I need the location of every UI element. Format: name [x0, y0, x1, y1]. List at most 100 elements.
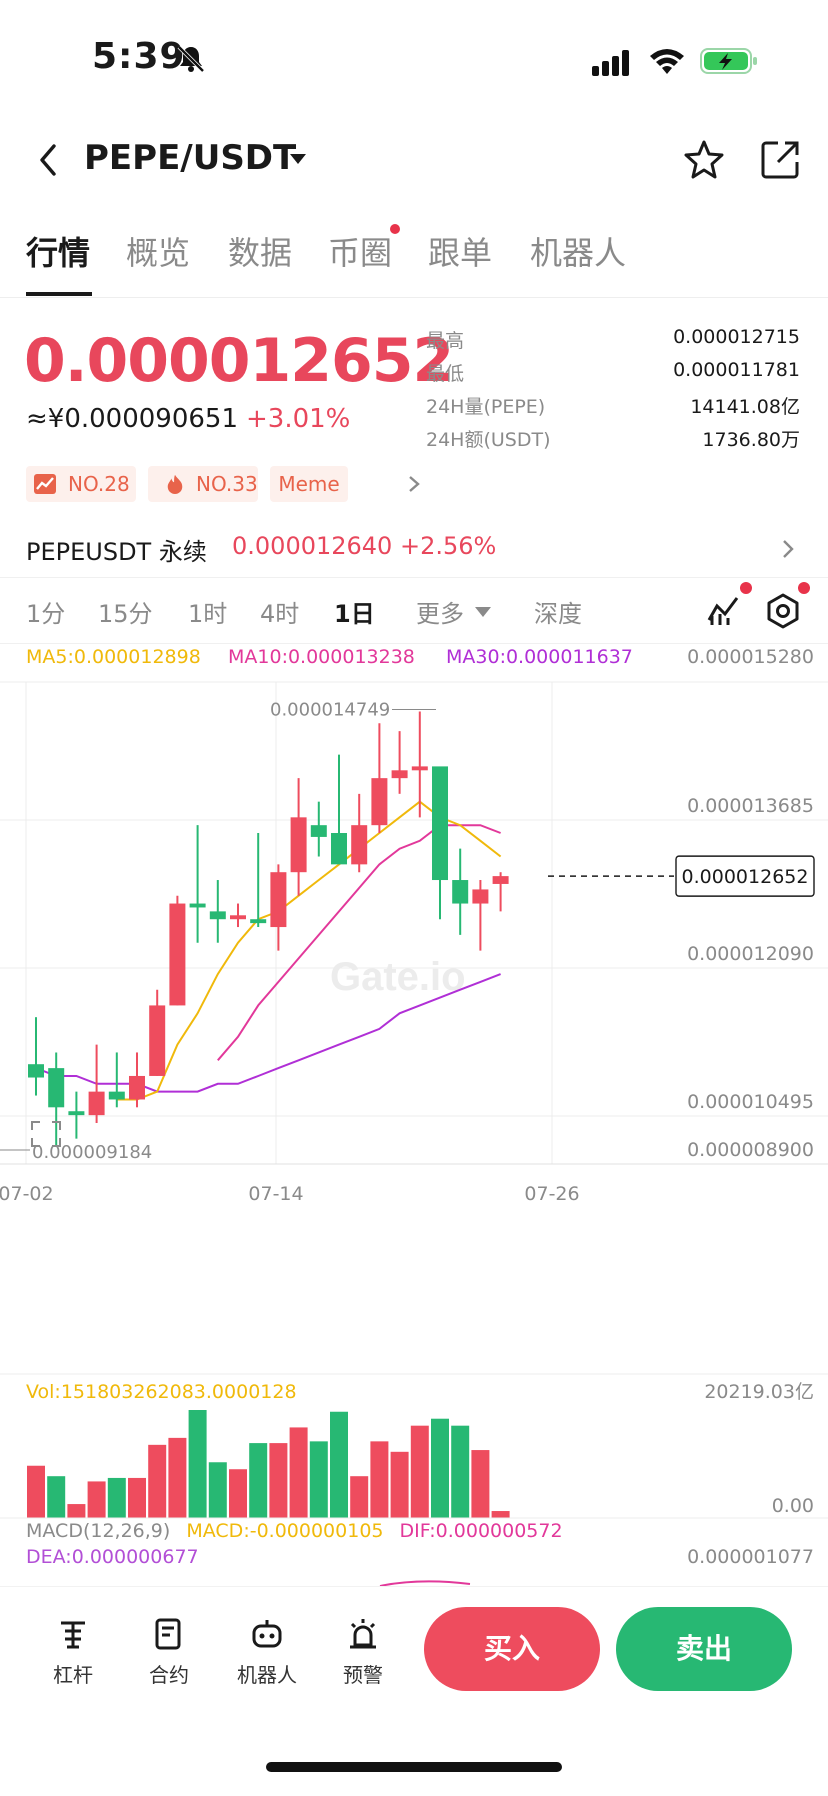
buy-button[interactable]: 买入	[424, 1607, 600, 1691]
stat-volume: 24H量(PEPE) 14141.08亿	[426, 392, 800, 425]
perpetual-row[interactable]: PEPEUSDT 永续 0.000012640 +2.56%	[0, 520, 828, 578]
interval-1m[interactable]: 1分	[26, 600, 66, 628]
indicator-icon[interactable]	[706, 592, 742, 628]
dif-value: DIF:0.000000572	[399, 1520, 563, 1542]
y-tick-label: 0.000013685	[687, 795, 814, 817]
tab-bots[interactable]: 机器人	[530, 234, 627, 272]
candle-body	[371, 778, 388, 826]
ma10-value: MA10:0.000013238	[228, 646, 415, 668]
macd-axis-top: 0.000001077	[687, 1546, 814, 1568]
stat-label: 24H额(USDT)	[426, 429, 551, 451]
rank-badge-hot[interactable]: NO.33	[148, 466, 258, 502]
candle-body	[310, 825, 327, 837]
bottom-action-bar: 杠杆 合约 机器人 预警 买入 卖出	[0, 1586, 828, 1722]
candle-body	[209, 911, 226, 920]
volume-bar	[330, 1411, 348, 1518]
bot-tool[interactable]: 机器人	[232, 1617, 302, 1688]
candle-body	[331, 833, 347, 865]
alert-tool[interactable]: 预警	[328, 1617, 398, 1688]
stat-value: 14141.08亿	[690, 396, 800, 418]
chevron-right-icon[interactable]	[406, 474, 422, 494]
tool-label: 杠杆	[53, 1663, 93, 1687]
candle-body	[189, 903, 206, 908]
y-tick-label: 0.000010495	[687, 1091, 814, 1113]
low-marker-label: 0.000009184	[32, 1142, 152, 1163]
price-cny: ≈¥0.000090651	[26, 404, 239, 434]
dea-value: DEA:0.000000677	[26, 1546, 199, 1568]
volume-bar	[309, 1441, 328, 1518]
volume-bar	[390, 1451, 409, 1518]
candle-body	[230, 915, 246, 920]
bell-muted-icon	[177, 45, 205, 73]
candle-body	[452, 880, 469, 904]
chart-up-icon	[34, 474, 56, 494]
stat-value: 0.000012715	[673, 326, 800, 348]
x-tick-label: 07-14	[248, 1183, 303, 1205]
tab-copy-trading[interactable]: 跟单	[428, 234, 493, 272]
interval-15m[interactable]: 15分	[98, 600, 153, 628]
status-bar: 5:39	[0, 0, 828, 120]
perpetual-change: +2.56%	[400, 532, 497, 560]
tab-overview[interactable]: 概览	[126, 234, 191, 272]
high-marker-label: 0.000014749	[270, 700, 390, 721]
candle-body	[411, 766, 428, 771]
candlestick-chart[interactable]: Gate.io 0.000013685 0.000012090 0.00001049…	[0, 670, 828, 1370]
tab-community[interactable]: 币圈	[328, 234, 393, 272]
home-indicator[interactable]	[266, 1762, 562, 1772]
ma5-value: MA5:0.000012898	[26, 646, 201, 668]
perpetual-name: PEPEUSDT 永续	[26, 538, 207, 566]
candle-body	[432, 766, 448, 881]
candle-body	[88, 1091, 105, 1116]
volume-bar	[249, 1443, 268, 1518]
interval-more[interactable]: 更多	[416, 600, 464, 628]
interval-1h[interactable]: 1时	[188, 600, 228, 628]
candle-body	[492, 876, 509, 884]
stat-label: 最低	[426, 363, 465, 385]
candle-body	[391, 770, 408, 779]
rank-badge-gainers[interactable]: NO.28	[26, 466, 136, 502]
caret-down-icon[interactable]	[288, 152, 308, 166]
tool-label: 机器人	[237, 1663, 297, 1687]
macd-title: MACD(12,26,9)	[26, 1520, 171, 1542]
stat-value: 0.000011781	[673, 359, 800, 381]
notification-dot	[740, 582, 752, 594]
depth-tab[interactable]: 深度	[534, 600, 582, 628]
volume-chart: Vol:151803262083.0000128 20219.03亿 0.00	[0, 1373, 828, 1519]
volume-bar	[128, 1477, 146, 1518]
tab-market[interactable]: 行情	[26, 234, 91, 272]
interval-1d[interactable]: 1日	[334, 600, 375, 628]
x-tick-label: 07-02	[0, 1183, 54, 1205]
pair-title[interactable]: PEPE/USDT	[84, 138, 297, 178]
back-arrow-icon[interactable]	[32, 140, 64, 180]
share-icon[interactable]	[760, 138, 802, 180]
volume-bar	[350, 1476, 369, 1518]
volume-bar	[491, 1511, 510, 1518]
volume-bar	[471, 1450, 490, 1518]
alert-icon	[350, 1619, 376, 1649]
main-tabs: 行情 概览 数据 币圈 跟单 机器人	[0, 222, 828, 298]
volume-bar	[27, 1465, 45, 1518]
tool-label: 合约	[149, 1663, 189, 1687]
notification-dot	[798, 582, 810, 594]
candle-body	[149, 1005, 166, 1076]
meme-badge[interactable]: Meme	[270, 466, 348, 502]
macd-value: MACD:-0.000000105	[186, 1520, 384, 1542]
margin-tool[interactable]: 杠杆	[38, 1617, 108, 1688]
tab-data[interactable]: 数据	[228, 234, 293, 272]
volume-bar	[87, 1481, 106, 1518]
stats-panel: 最高 0.000012715 最低 0.000011781 24H量(PEPE)…	[426, 326, 800, 458]
volume-bar	[229, 1469, 247, 1518]
volume-bar	[148, 1444, 167, 1518]
volume-bar	[289, 1427, 308, 1518]
interval-4h[interactable]: 4时	[260, 600, 300, 628]
star-icon[interactable]	[682, 138, 726, 182]
candle-body	[351, 825, 368, 865]
sell-button[interactable]: 卖出	[616, 1607, 792, 1691]
candle-body	[68, 1111, 85, 1116]
macd-legend: MACD(12,26,9) MACD:-0.000000105 DIF:0.00…	[26, 1520, 826, 1542]
caret-down-icon[interactable]	[474, 606, 492, 618]
futures-tool[interactable]: 合约	[134, 1617, 204, 1688]
volume-label: Vol:151803262083.0000128	[26, 1381, 297, 1403]
candle-body	[108, 1091, 125, 1100]
settings-icon[interactable]	[764, 592, 802, 630]
